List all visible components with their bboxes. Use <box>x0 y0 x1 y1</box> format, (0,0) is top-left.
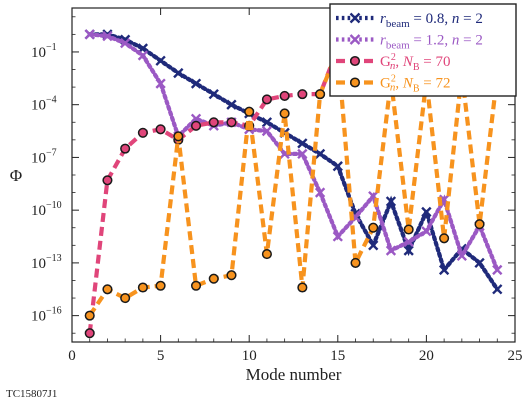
circle-marker <box>102 175 113 186</box>
x-marker <box>314 148 326 160</box>
x-marker <box>368 240 379 251</box>
legend-label: rbeam = 0.8, n = 2 <box>380 11 483 30</box>
x-marker <box>438 264 450 276</box>
legend-entry-2: rbeam = 1.2, n = 2 <box>336 33 483 52</box>
x-marker <box>190 113 202 124</box>
x-marker <box>297 138 308 149</box>
x-marker <box>456 250 467 262</box>
figure-code: TC15807J1 <box>6 388 58 400</box>
x-tick-label: 0 <box>68 348 76 364</box>
circle-marker <box>84 310 95 321</box>
x-marker <box>226 99 237 110</box>
y-tick-label: 10 <box>31 98 46 114</box>
circle-marker <box>84 328 95 339</box>
x-marker <box>155 55 166 66</box>
x-tick-label: 10 <box>242 348 257 364</box>
circle-marker <box>190 120 202 131</box>
x-marker <box>403 245 414 256</box>
legend-x-marker <box>349 12 361 24</box>
y-tick-exponent: −10 <box>46 200 62 211</box>
y-tick-label: 10 <box>31 150 46 166</box>
legend-entry-4: G2 n, NB = 72 <box>336 74 451 95</box>
x-marker <box>155 78 166 89</box>
circle-marker <box>137 127 148 138</box>
series-line <box>87 32 500 272</box>
x-marker <box>332 231 343 242</box>
x-marker <box>173 67 184 79</box>
x-marker <box>385 196 397 207</box>
x-marker <box>314 187 326 198</box>
circle-marker <box>244 106 255 117</box>
circle-marker <box>120 293 131 304</box>
y-tick-exponent: −4 <box>46 95 57 106</box>
x-marker <box>332 161 343 172</box>
circle-marker <box>155 124 166 135</box>
y-tick-label: 10 <box>31 45 46 61</box>
y-tick-exponent: −16 <box>46 306 62 317</box>
legend-circle-marker <box>349 55 361 67</box>
circle-marker <box>315 89 326 100</box>
y-tick-label: 10 <box>31 256 46 272</box>
circle-marker <box>279 108 290 119</box>
x-marker <box>492 264 503 276</box>
y-tick-label: 10 <box>31 309 46 325</box>
x-marker <box>474 257 485 269</box>
circle-marker <box>439 233 450 244</box>
circle-marker <box>120 143 131 154</box>
x-marker <box>261 117 273 128</box>
circle-marker <box>297 282 308 293</box>
series-1 <box>84 29 503 295</box>
y-tick-exponent: −7 <box>46 147 57 158</box>
x-tick-label: 20 <box>419 348 434 364</box>
x-marker <box>421 226 432 237</box>
x-tick-label: 15 <box>330 348 345 364</box>
x-axis-label: Mode number <box>246 365 342 384</box>
circle-marker <box>226 117 237 128</box>
x-marker <box>84 29 95 40</box>
x-tick-label: 5 <box>157 348 165 364</box>
x-marker <box>421 206 432 218</box>
x-tick-label: 25 <box>508 348 523 364</box>
y-tick-exponent: −13 <box>46 253 62 264</box>
legend-entry-3: G2 n, NB = 70 <box>336 52 451 73</box>
x-marker <box>137 50 149 61</box>
circle-marker <box>190 280 202 291</box>
circle-marker <box>208 117 219 128</box>
y-tick-label: 10 <box>31 203 46 219</box>
x-marker <box>403 236 414 247</box>
legend-label: G2 n, NB = 72 <box>380 74 451 95</box>
x-marker <box>492 284 503 295</box>
y-axis-label: Φ <box>10 166 22 185</box>
circle-marker <box>173 131 184 142</box>
x-marker <box>297 148 308 160</box>
x-marker <box>385 245 397 256</box>
x-marker <box>261 125 273 137</box>
circle-marker <box>155 280 166 291</box>
x-marker <box>190 78 202 89</box>
circle-marker <box>137 282 148 293</box>
circle-marker <box>474 219 485 230</box>
circle-marker <box>350 257 361 268</box>
circle-marker <box>261 249 272 260</box>
circle-marker <box>208 273 219 284</box>
x-marker <box>208 88 219 100</box>
circle-marker <box>403 224 414 235</box>
legend-circle-marker <box>349 77 361 88</box>
legend-entry-1: rbeam = 0.8, n = 2 <box>336 11 483 30</box>
legend-x-marker <box>349 34 361 45</box>
legend-label: G2 n, NB = 70 <box>380 52 451 73</box>
circle-marker <box>102 284 113 295</box>
legend-label: rbeam = 1.2, n = 2 <box>380 33 483 52</box>
circle-marker <box>261 94 272 105</box>
x-marker <box>102 30 113 42</box>
circle-marker <box>226 270 237 281</box>
circle-marker <box>368 222 379 233</box>
circle-marker <box>297 89 308 100</box>
circle-marker <box>279 90 290 101</box>
x-marker <box>120 38 131 49</box>
y-tick-exponent: −1 <box>46 42 57 53</box>
